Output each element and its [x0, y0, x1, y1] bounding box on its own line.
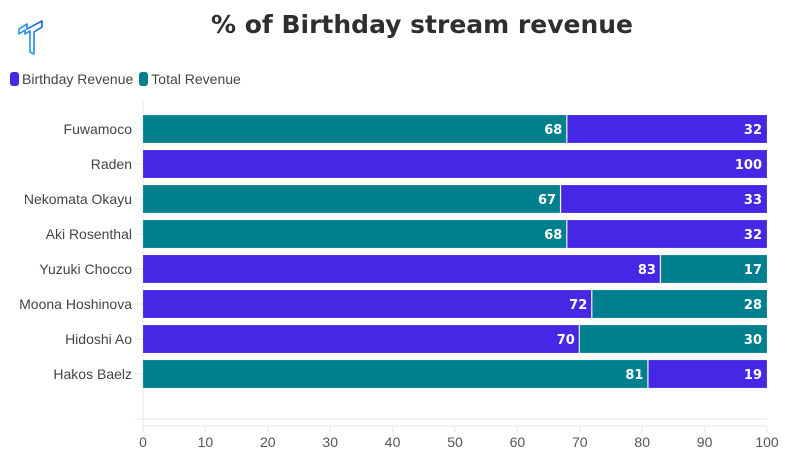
category-label: Nekomata Okayu [24, 191, 132, 207]
x-tick-label: 60 [510, 434, 526, 450]
data-label: 28 [744, 298, 762, 313]
bar-segment-total-revenue[interactable] [660, 254, 768, 284]
bar-segment-total-revenue[interactable] [579, 324, 768, 354]
category-label: Raden [91, 156, 132, 172]
category-label: Fuwamoco [64, 121, 133, 137]
legend-item-total-revenue[interactable]: Total Revenue [139, 71, 241, 87]
x-tick-label: 70 [572, 434, 588, 450]
bar-segment-birthday-revenue[interactable] [567, 219, 768, 249]
x-tick-label: 30 [322, 434, 338, 450]
x-tick-label: 100 [755, 434, 779, 450]
data-label: 81 [625, 368, 643, 383]
data-label: 68 [544, 228, 562, 243]
data-label: 32 [744, 123, 762, 138]
x-tick-label: 0 [139, 434, 147, 450]
bar-segment-birthday-revenue[interactable] [142, 149, 768, 179]
data-label: 67 [538, 193, 556, 208]
category-label: Aki Rosenthal [46, 226, 132, 242]
bar-segment-birthday-revenue[interactable] [560, 184, 768, 214]
bar-segment-birthday-revenue[interactable] [567, 114, 768, 144]
legend-label: Birthday Revenue [22, 71, 134, 87]
legend-swatch-birthday [10, 72, 19, 86]
x-tick-label: 80 [634, 434, 650, 450]
bar-segment-total-revenue[interactable] [591, 289, 768, 319]
legend-label: Total Revenue [151, 71, 241, 87]
bar-segment-total-revenue[interactable] [142, 114, 567, 144]
x-tick-label: 50 [447, 434, 463, 450]
bar-segment-total-revenue[interactable] [142, 184, 561, 214]
legend-item-birthday-revenue[interactable]: Birthday Revenue [10, 71, 133, 87]
data-label: 30 [744, 333, 762, 348]
data-label: 100 [735, 158, 762, 173]
x-tick-label: 90 [697, 434, 713, 450]
bar-segment-birthday-revenue[interactable] [648, 359, 768, 389]
data-label: 68 [544, 123, 562, 138]
data-label: 72 [569, 298, 587, 313]
data-label: 83 [638, 263, 656, 278]
bar-segment-birthday-revenue[interactable] [142, 254, 661, 284]
chart-legend: Birthday Revenue Total Revenue [10, 71, 241, 87]
chart-title: % of Birthday stream revenue [210, 10, 634, 39]
x-tick-label: 40 [385, 434, 401, 450]
bar-segment-birthday-revenue[interactable] [142, 324, 580, 354]
x-tick-label: 20 [260, 434, 276, 450]
category-label: Hidoshi Ao [65, 331, 132, 347]
bar-segment-total-revenue[interactable] [142, 359, 648, 389]
category-label: Yuzuki Chocco [39, 261, 132, 277]
bar-segment-birthday-revenue[interactable] [142, 289, 592, 319]
brand-logo-icon [18, 20, 43, 55]
data-label: 33 [744, 193, 762, 208]
category-label: Hakos Baelz [53, 366, 132, 382]
data-label: 19 [744, 368, 762, 383]
category-label: Moona Hoshinova [19, 296, 132, 312]
data-label: 17 [744, 263, 762, 278]
data-label: 32 [744, 228, 762, 243]
legend-swatch-total [139, 72, 149, 86]
x-tick-label: 10 [198, 434, 214, 450]
bar-segment-total-revenue[interactable] [142, 219, 567, 249]
data-label: 70 [557, 333, 575, 348]
